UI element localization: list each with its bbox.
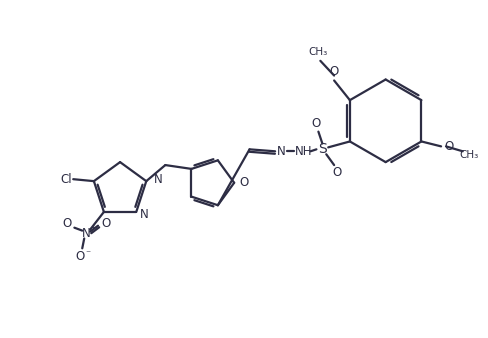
Text: O: O: [76, 250, 85, 263]
Text: O: O: [444, 140, 453, 153]
Text: N: N: [154, 173, 163, 186]
Text: ⁻: ⁻: [85, 249, 91, 259]
Text: CH₃: CH₃: [458, 150, 477, 160]
Text: O: O: [311, 117, 321, 130]
Text: +: +: [89, 223, 97, 232]
Text: N: N: [140, 209, 149, 221]
Text: O: O: [62, 217, 71, 230]
Text: O: O: [329, 65, 338, 78]
Text: O: O: [101, 217, 110, 230]
Text: S: S: [317, 142, 326, 156]
Text: CH₃: CH₃: [308, 47, 327, 57]
Text: O: O: [332, 166, 341, 179]
Text: O: O: [239, 176, 248, 189]
Text: N: N: [276, 145, 285, 158]
Text: Cl: Cl: [61, 173, 72, 186]
Text: N: N: [81, 227, 90, 240]
Text: NH: NH: [294, 145, 312, 158]
